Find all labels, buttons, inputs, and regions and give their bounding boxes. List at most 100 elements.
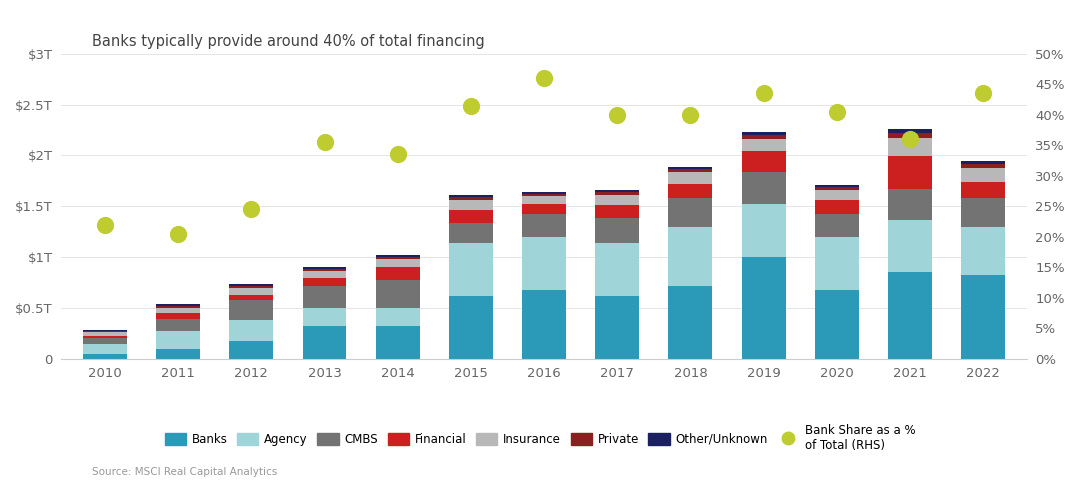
Bar <box>595 296 639 359</box>
Bar <box>595 195 639 205</box>
Bar <box>888 129 932 133</box>
Bar <box>888 138 932 157</box>
Bar <box>888 157 932 189</box>
Bar <box>376 257 420 259</box>
Bar <box>157 306 200 308</box>
Bar <box>522 204 566 214</box>
Bar <box>83 354 127 359</box>
Bar <box>595 217 639 243</box>
Bar <box>229 320 273 341</box>
Bar <box>157 332 200 349</box>
Bar <box>376 326 420 359</box>
Bar <box>814 200 859 214</box>
Bar <box>376 308 420 326</box>
Bar <box>669 227 713 286</box>
Bar <box>961 276 1005 359</box>
Bar <box>302 308 347 326</box>
Bar <box>449 200 492 210</box>
Bar <box>595 205 639 217</box>
Bar <box>961 182 1005 198</box>
Bar <box>669 184 713 198</box>
Bar <box>157 304 200 306</box>
Point <box>828 108 846 116</box>
Bar <box>302 278 347 286</box>
Point <box>609 111 626 119</box>
Bar <box>522 214 566 237</box>
Point <box>681 111 699 119</box>
Point <box>902 135 919 143</box>
Bar <box>742 204 785 257</box>
Bar <box>83 332 127 333</box>
Bar <box>742 135 785 139</box>
Bar <box>376 268 420 280</box>
Bar <box>449 243 492 296</box>
Bar <box>888 189 932 219</box>
Text: Source: MSCI Real Capital Analytics: Source: MSCI Real Capital Analytics <box>92 467 278 477</box>
Bar <box>814 214 859 237</box>
Bar <box>449 223 492 243</box>
Bar <box>302 268 347 269</box>
Bar <box>961 198 1005 227</box>
Bar <box>157 308 200 313</box>
Bar <box>961 168 1005 182</box>
Bar <box>814 290 859 359</box>
Bar <box>814 185 859 187</box>
Point <box>536 74 553 82</box>
Bar <box>888 219 932 272</box>
Bar <box>961 227 1005 276</box>
Bar <box>449 195 492 197</box>
Bar <box>522 290 566 359</box>
Bar <box>157 349 200 359</box>
Bar <box>522 194 566 196</box>
Bar <box>522 192 566 194</box>
Bar <box>376 259 420 268</box>
Point <box>243 205 260 213</box>
Bar <box>669 169 713 172</box>
Bar <box>229 286 273 288</box>
Bar <box>961 163 1005 168</box>
Bar <box>229 295 273 300</box>
Bar <box>742 132 785 135</box>
Bar <box>376 255 420 257</box>
Point <box>96 221 113 228</box>
Bar <box>595 192 639 195</box>
Bar <box>888 133 932 138</box>
Bar <box>742 257 785 359</box>
Bar <box>302 286 347 308</box>
Bar <box>888 272 932 359</box>
Bar <box>302 326 347 359</box>
Bar <box>83 344 127 354</box>
Bar <box>376 280 420 308</box>
Bar <box>742 151 785 172</box>
Bar <box>814 187 859 190</box>
Bar <box>669 286 713 359</box>
Bar <box>83 337 127 344</box>
Point <box>389 150 406 158</box>
Bar <box>814 237 859 290</box>
Bar <box>742 139 785 151</box>
Bar <box>595 190 639 192</box>
Bar <box>669 172 713 184</box>
Bar <box>229 288 273 295</box>
Point <box>462 102 480 109</box>
Legend: Banks, Agency, CMBS, Financial, Insurance, Private, Other/Unknown, Bank Share as: Banks, Agency, CMBS, Financial, Insuranc… <box>165 424 915 452</box>
Bar <box>742 172 785 204</box>
Bar <box>157 319 200 332</box>
Point <box>974 90 991 97</box>
Bar <box>449 296 492 359</box>
Bar <box>449 197 492 200</box>
Point <box>170 230 187 238</box>
Bar <box>961 161 1005 163</box>
Bar <box>229 341 273 359</box>
Bar <box>83 335 127 337</box>
Bar <box>522 237 566 290</box>
Point <box>315 138 333 146</box>
Bar <box>83 333 127 335</box>
Bar <box>302 271 347 278</box>
Bar <box>595 243 639 296</box>
Bar <box>302 269 347 271</box>
Bar <box>814 190 859 200</box>
Bar <box>83 331 127 332</box>
Bar <box>229 300 273 320</box>
Bar <box>522 196 566 204</box>
